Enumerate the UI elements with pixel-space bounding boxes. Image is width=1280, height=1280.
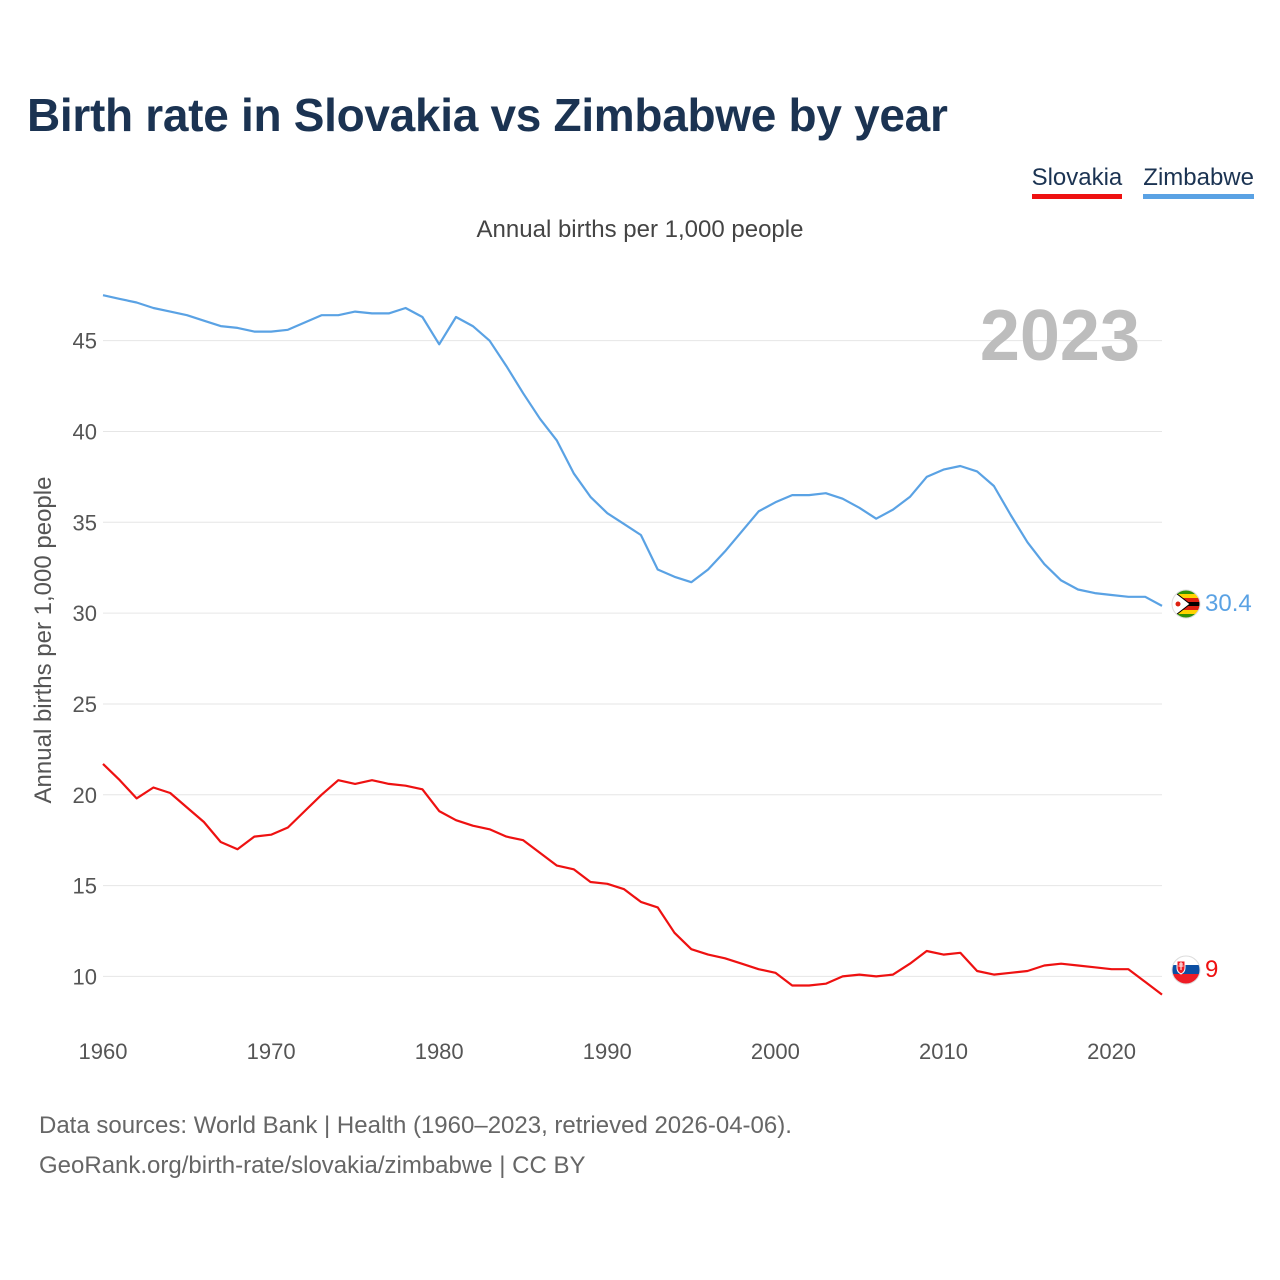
y-tick-label: 30: [73, 601, 97, 626]
data-source: Data sources: World Bank | Health (1960–…: [39, 1106, 792, 1186]
x-tick-label: 2020: [1087, 1039, 1136, 1064]
y-tick-label: 40: [73, 419, 97, 444]
legend-item-zimbabwe[interactable]: Zimbabwe: [1143, 164, 1254, 199]
x-tick-label: 1990: [583, 1039, 632, 1064]
year-label: 2023: [980, 296, 1140, 376]
x-tick-label: 2000: [751, 1039, 800, 1064]
series-line-slovakia[interactable]: [102, 763, 1163, 996]
zimbabwe-flag-icon: [1172, 590, 1200, 618]
series-line-zimbabwe[interactable]: [102, 294, 1163, 607]
y-tick-label: 10: [73, 964, 97, 989]
y-tick-label: 20: [73, 783, 97, 808]
zimbabwe-end-value: 30.4: [1205, 590, 1252, 617]
chart-title: Birth rate in Slovakia vs Zimbabwe by ye…: [27, 89, 948, 141]
y-axis-label: Annual births per 1,000 people: [30, 477, 57, 804]
chart-subtitle: Annual births per 1,000 people: [476, 216, 804, 243]
y-tick-label: 25: [73, 692, 97, 717]
x-tick-label: 2010: [919, 1039, 968, 1064]
x-tick-label: 1970: [247, 1039, 296, 1064]
legend: Slovakia Zimbabwe: [1031, 164, 1254, 199]
x-tick-label: 1980: [415, 1039, 464, 1064]
slovakia-end-value: 9: [1205, 956, 1218, 983]
y-tick-label: 15: [73, 874, 97, 899]
source-line-1: Data sources: World Bank | Health (1960–…: [39, 1112, 792, 1139]
slovakia-flag-icon: [1172, 956, 1200, 984]
source-line-2[interactable]: GeoRank.org/birth-rate/slovakia/zimbabwe…: [39, 1152, 586, 1179]
x-tick-label: 1960: [79, 1039, 128, 1064]
legend-item-slovakia[interactable]: Slovakia: [1031, 164, 1123, 199]
y-tick-label: 35: [73, 510, 97, 535]
y-tick-label: 45: [73, 329, 97, 354]
